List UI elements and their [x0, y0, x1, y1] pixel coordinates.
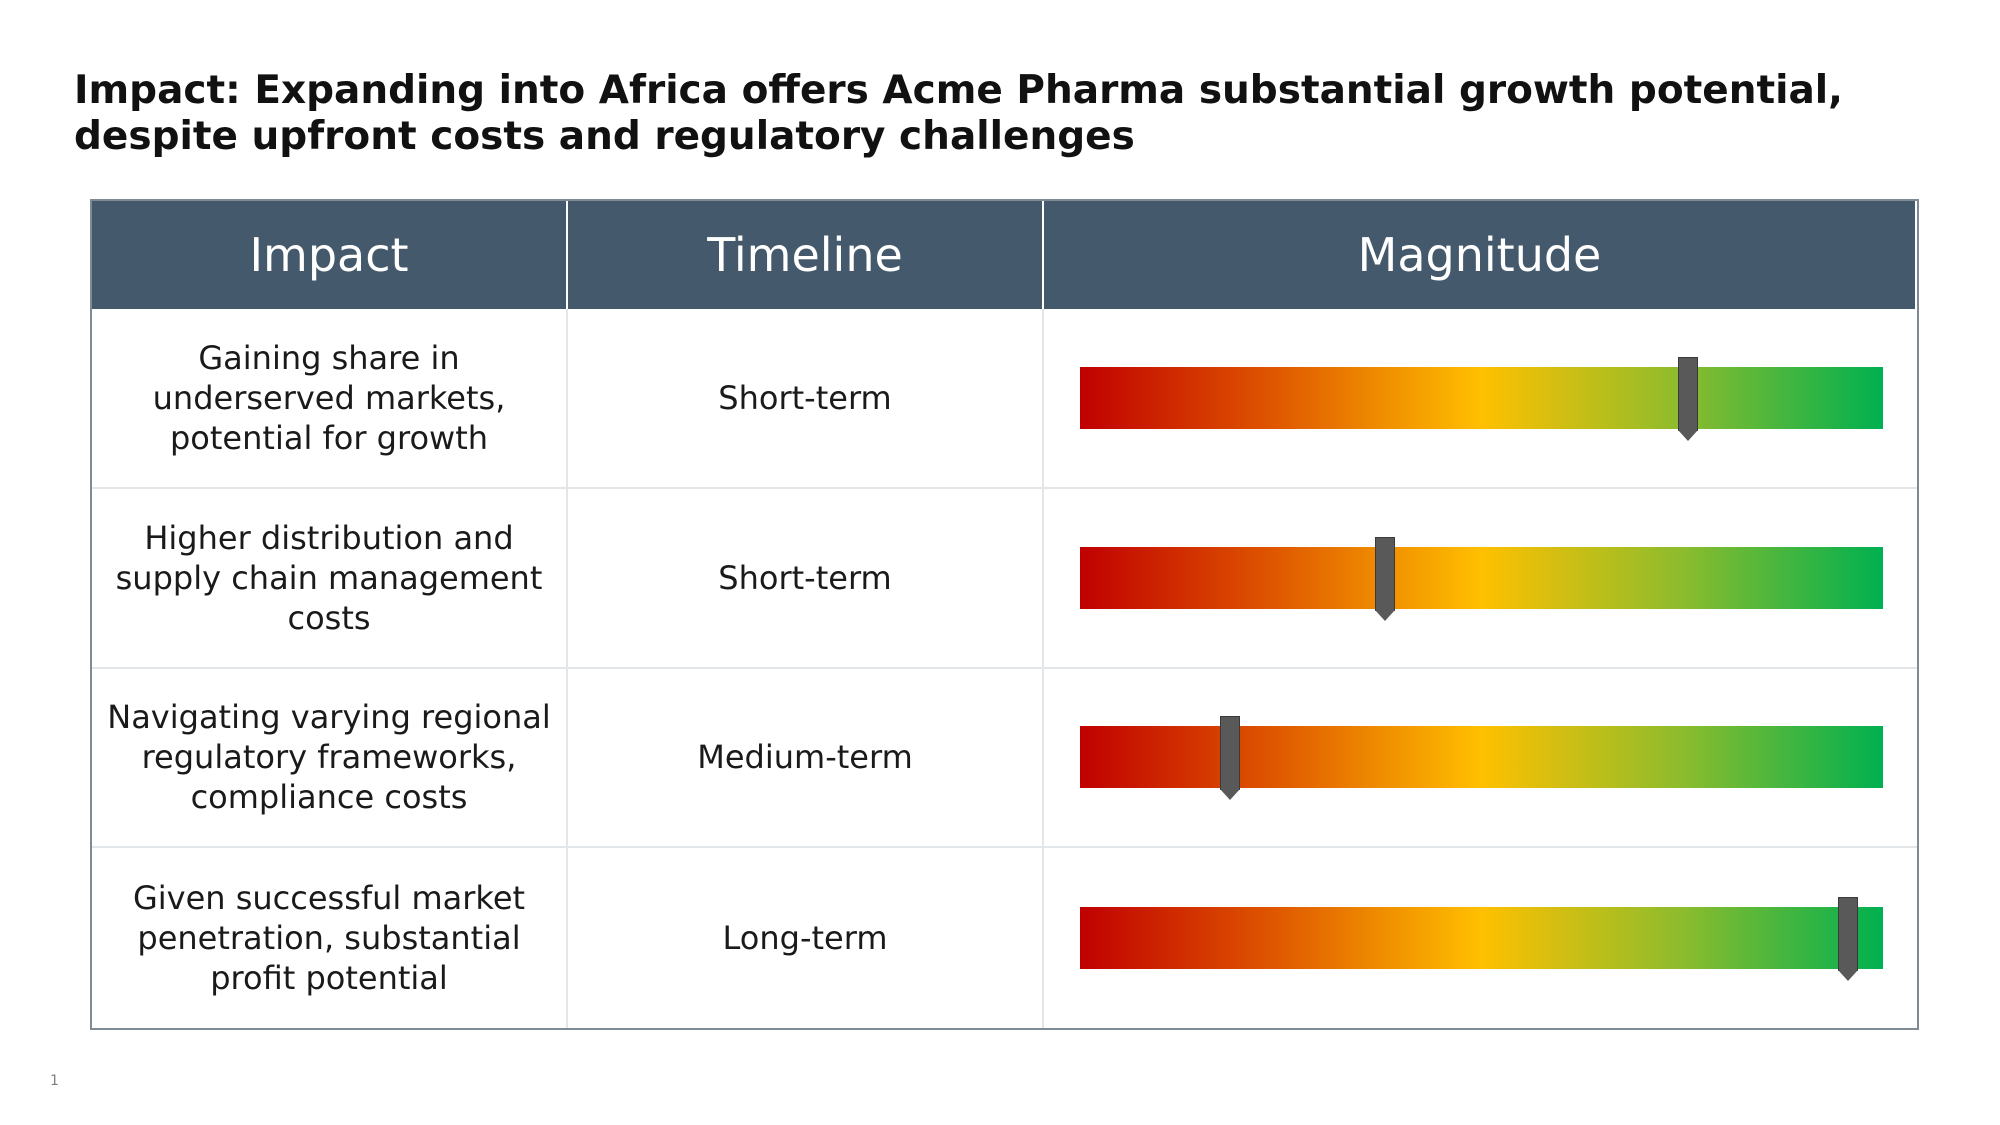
magnitude-cell	[1044, 489, 1917, 669]
magnitude-gauge	[1080, 716, 1883, 801]
gauge-marker	[1375, 536, 1396, 621]
gauge-marker	[1838, 897, 1859, 982]
magnitude-cell	[1044, 848, 1917, 1028]
page-number: 1	[50, 1073, 59, 1089]
timeline-cell: Short-term	[568, 488, 1044, 669]
gauge-gradient-bar	[1080, 546, 1883, 609]
magnitude-gauge	[1080, 356, 1883, 441]
impact-cell: Higher distribution and supply chain man…	[92, 488, 568, 669]
timeline-cell: Short-term	[568, 309, 1044, 489]
gauge-gradient-bar	[1080, 907, 1883, 970]
timeline-cell: Long-term	[568, 848, 1044, 1028]
gauge-marker	[1677, 356, 1698, 441]
impact-cell: Navigating varying regional regulatory f…	[92, 668, 568, 849]
slide-title: Impact: Expanding into Africa offers Acm…	[74, 68, 1843, 159]
header-magnitude: Magnitude	[1044, 201, 1917, 309]
gauge-marker	[1220, 716, 1241, 801]
gauge-gradient-bar	[1080, 726, 1883, 789]
magnitude-cell	[1044, 669, 1917, 849]
magnitude-gauge	[1080, 536, 1883, 621]
header-impact: Impact	[92, 201, 568, 309]
impact-table: Impact Timeline Magnitude Gaining share …	[90, 199, 1919, 1030]
impact-cell: Given successful market penetration, sub…	[92, 848, 568, 1028]
gauge-gradient-bar	[1080, 366, 1883, 429]
magnitude-gauge	[1080, 897, 1883, 982]
impact-cell: Gaining share in underserved markets, po…	[92, 309, 568, 489]
timeline-cell: Medium-term	[568, 668, 1044, 849]
header-timeline: Timeline	[568, 201, 1044, 309]
magnitude-cell	[1044, 309, 1917, 489]
